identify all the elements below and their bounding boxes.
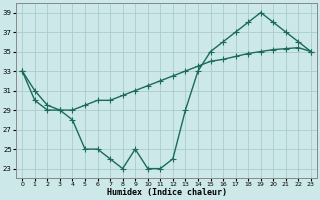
X-axis label: Humidex (Indice chaleur): Humidex (Indice chaleur): [107, 188, 227, 197]
